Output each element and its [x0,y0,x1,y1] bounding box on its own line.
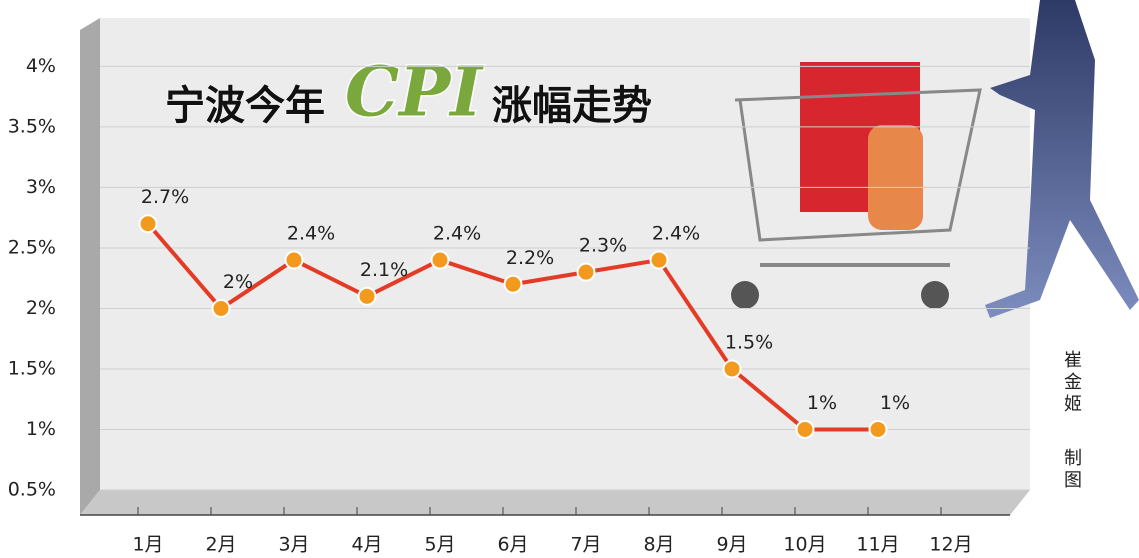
x-tick-label: 5月 [424,534,455,556]
y-tick-label: 0.5% [8,479,56,501]
data-point [797,421,814,438]
credit: 制图 [1058,448,1084,492]
data-label: 2.4% [287,223,335,245]
data-point [213,300,230,317]
y-tick-label: 3% [26,176,56,198]
data-point [140,215,157,232]
data-label: 2.4% [652,223,700,245]
y-tick-label: 4% [26,55,56,77]
y-tick-label: 1.5% [8,357,56,379]
x-tick-label: 6月 [497,534,528,556]
title-part: CPI [345,53,484,133]
x-tick-label: 11月 [856,534,899,556]
data-label: 2.1% [360,259,408,281]
data-label: 1% [880,392,910,414]
x-tick-label: 3月 [278,534,309,556]
data-point [432,252,449,269]
x-tick-label: 2月 [205,534,236,556]
page: 宁波今年 CPI涨幅走势 0.5% 1% 1.5% 2% 2.5% 3% 3.5% 4% 1月 2月… [0,0,1139,558]
data-point [286,252,303,269]
data-point [578,264,595,281]
chart: 宁波今年 CPI涨幅走势 0.5% 1% 1.5% 2% 2.5% 3% 3.5% 4% 1月 2月… [0,0,1139,558]
data-point [724,360,741,377]
data-point [359,288,376,305]
title-part: 涨幅走势 [492,83,652,129]
data-label: 2.7% [141,186,189,208]
x-tick-label: 4月 [351,534,382,556]
data-point [505,276,522,293]
data-point [870,421,887,438]
y-tick-label: 3.5% [8,115,56,137]
y-tick-label: 2.5% [8,236,56,258]
data-label: 1.5% [725,331,773,353]
y-tick-label: 1% [26,418,56,440]
x-tick-label: 12月 [929,534,972,556]
panel-floor [80,490,1030,515]
data-label: 1% [807,392,837,414]
x-tick-label: 10月 [783,534,826,556]
y-tick-label: 2% [26,297,56,319]
x-tick-label: 9月 [716,534,747,556]
data-label: 2.4% [433,223,481,245]
panel-wall [80,18,100,515]
credit: 崔金姬 [1058,350,1084,416]
x-tick-label: 1月 [132,534,163,556]
data-point [651,252,668,269]
x-tick-label: 8月 [643,534,674,556]
data-label: 2.2% [506,247,554,269]
data-label: 2% [223,271,253,293]
x-tick-label: 7月 [570,534,601,556]
data-label: 2.3% [579,235,627,257]
title-part: 宁波今年 [165,83,325,129]
